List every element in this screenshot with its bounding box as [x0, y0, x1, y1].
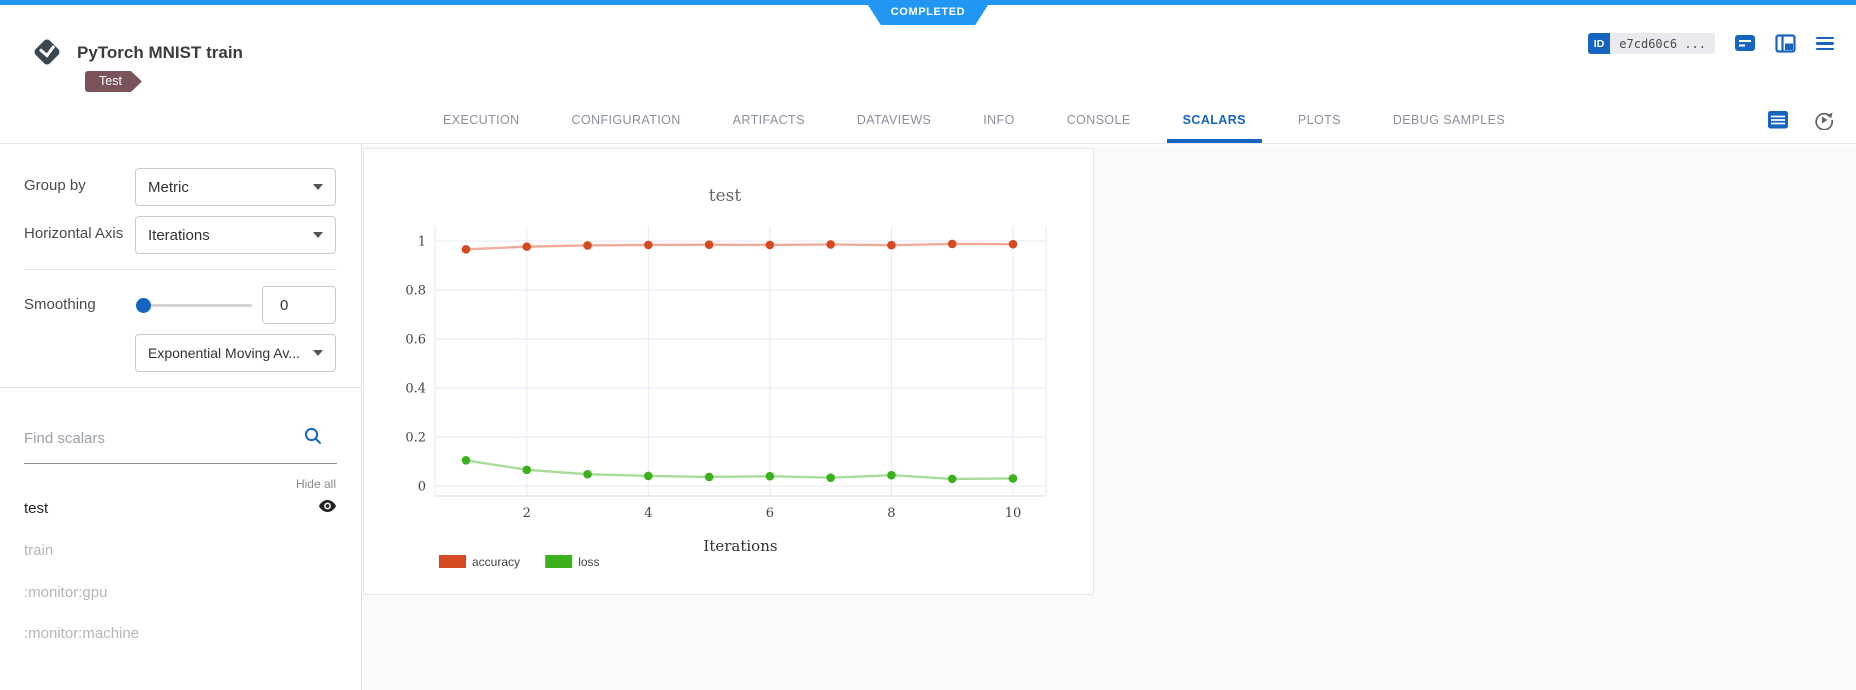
tab-plots[interactable]: PLOTS	[1297, 113, 1341, 127]
comments-icon[interactable]	[1735, 35, 1755, 52]
smoothing-method-value: Exponential Moving Av...	[148, 345, 301, 361]
scalar-item-label: test	[24, 499, 49, 517]
chevron-down-icon	[313, 350, 323, 356]
scalar-item-train[interactable]: train	[24, 539, 337, 561]
smoothing-label: Smoothing	[24, 296, 96, 313]
svg-text:0.2: 0.2	[405, 431, 426, 446]
svg-text:1: 1	[418, 235, 426, 250]
svg-text:0: 0	[418, 480, 426, 495]
scalar-item-label: :monitor:machine	[24, 624, 140, 642]
svg-text:8: 8	[887, 506, 895, 521]
find-scalars-underline	[24, 463, 337, 464]
tab-debug-samples[interactable]: DEBUG SAMPLES	[1392, 113, 1506, 127]
tab-info[interactable]: INFO	[983, 113, 1015, 127]
tab-bar: EXECUTION CONFIGURATION ARTIFACTS DATAVI…	[0, 96, 1856, 144]
smoothing-method-select[interactable]: Exponential Moving Av...	[135, 334, 336, 372]
eye-visible-icon[interactable]	[318, 499, 337, 518]
scalars-sidebar: Group by Metric Horizontal Axis Iteratio…	[0, 145, 362, 690]
horizontal-axis-label: Horizontal Axis	[24, 225, 124, 242]
scalar-item-monitor-gpu[interactable]: :monitor:gpu	[24, 581, 337, 603]
horizontal-axis-value: Iterations	[148, 226, 210, 244]
experiment-id-chip[interactable]: ID e7cd60c6 ...	[1587, 33, 1715, 54]
menu-icon[interactable]	[1816, 36, 1834, 51]
svg-text:0.4: 0.4	[405, 382, 426, 397]
auto-refresh-icon[interactable]	[1814, 110, 1834, 130]
chevron-down-icon	[313, 184, 323, 190]
smoothing-slider-knob[interactable]	[136, 298, 151, 313]
tab-scalars[interactable]: SCALARS	[1157, 96, 1272, 143]
scalar-chart-card: 2 4 6 8 10 0 0.2 0.4 0.6 0.8 1 test Iterations accura…	[363, 148, 1094, 595]
divider	[24, 269, 337, 270]
svg-text:6: 6	[766, 506, 774, 521]
smoothing-value-input[interactable]	[262, 286, 336, 324]
group-by-select[interactable]: Metric	[135, 168, 336, 206]
legend-swatch-accuracy[interactable]	[439, 555, 466, 568]
group-by-value: Metric	[148, 178, 189, 196]
scalar-item-label: train	[24, 541, 54, 559]
svg-text:2: 2	[523, 506, 531, 521]
scalar-item-monitor-machine[interactable]: :monitor:machine	[24, 622, 337, 644]
horizontal-axis-select[interactable]: Iterations	[135, 216, 336, 254]
smoothing-slider[interactable]	[136, 298, 252, 313]
tab-configuration[interactable]: CONFIGURATION	[571, 113, 681, 127]
scalars-chart-svg[interactable]: 2 4 6 8 10 0 0.2 0.4 0.6 0.8 1 test Iterations accura…	[364, 149, 1095, 596]
find-scalars-input[interactable]	[24, 430, 304, 447]
id-value: e7cd60c6 ...	[1610, 33, 1715, 54]
app-logo	[28, 33, 66, 76]
experiment-title: PyTorch MNIST train	[77, 43, 243, 62]
scalar-item-test[interactable]: test	[24, 497, 337, 519]
divider	[0, 387, 362, 388]
group-by-label: Group by	[24, 177, 86, 194]
legend-swatch-loss[interactable]	[545, 555, 573, 568]
svg-text:0.6: 0.6	[405, 333, 426, 348]
scalar-item-label: :monitor:gpu	[24, 583, 108, 601]
tab-artifacts[interactable]: ARTIFACTS	[732, 113, 805, 127]
svg-text:test: test	[709, 186, 742, 206]
tab-console[interactable]: CONSOLE	[1066, 113, 1131, 127]
id-badge: ID	[1587, 33, 1611, 54]
table-view-icon[interactable]	[1768, 111, 1788, 129]
details-panel-icon[interactable]	[1775, 34, 1796, 53]
legend-label-accuracy[interactable]: accuracy	[472, 555, 520, 569]
status-badge: COMPLETED	[865, 0, 991, 25]
search-icon[interactable]	[303, 426, 323, 451]
tab-dataviews[interactable]: DATAVIEWS	[856, 113, 932, 127]
svg-text:4: 4	[644, 506, 652, 521]
svg-text:0.8: 0.8	[405, 284, 426, 299]
experiment-tag[interactable]: Test	[85, 71, 142, 92]
tab-execution[interactable]: EXECUTION	[443, 113, 520, 127]
chevron-down-icon	[313, 232, 323, 238]
legend-label-loss[interactable]: loss	[578, 555, 599, 569]
svg-text:Iterations: Iterations	[703, 537, 777, 555]
hide-all-link[interactable]: Hide all	[295, 477, 336, 491]
svg-text:10: 10	[1005, 506, 1022, 521]
